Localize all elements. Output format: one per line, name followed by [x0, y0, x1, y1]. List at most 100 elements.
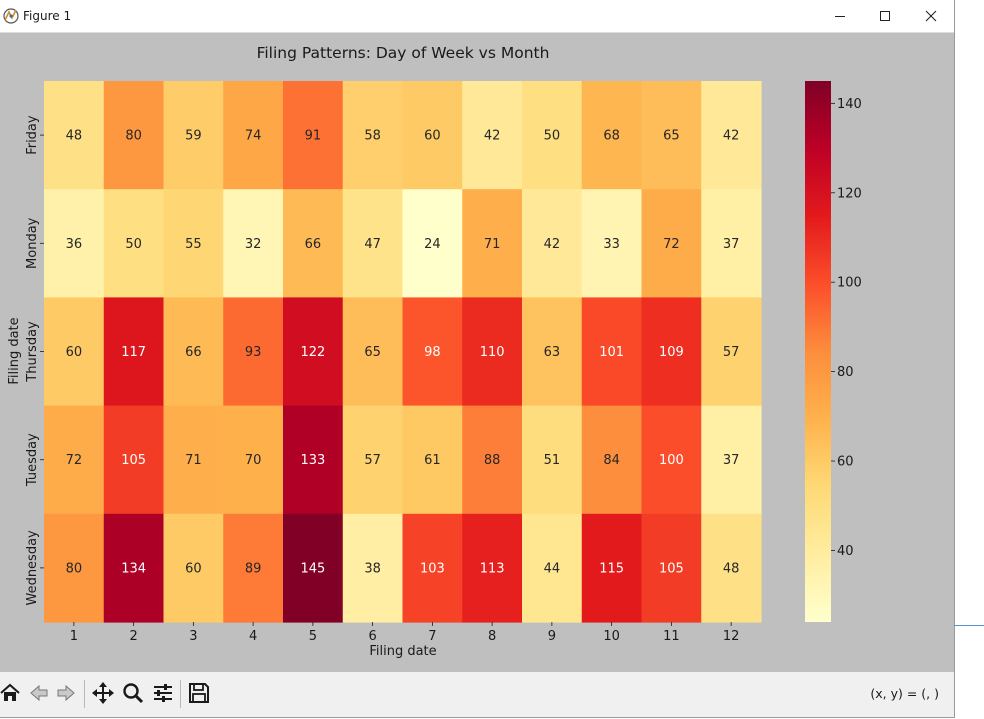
heatmap-cell: [402, 513, 463, 623]
heatmap-cell: [641, 405, 702, 515]
cell-value-label: 100: [659, 453, 684, 468]
cell-value-label: 48: [66, 129, 83, 144]
x-tick-label: 11: [663, 629, 680, 644]
zoom-button[interactable]: [120, 680, 146, 706]
cell-value-label: 65: [663, 129, 680, 144]
heatmap-cell: [342, 189, 404, 298]
heatmap-cell: [462, 297, 523, 407]
heatmap-cell: [44, 189, 105, 298]
cell-value-label: 55: [185, 237, 202, 252]
heatmap-cell: [641, 513, 702, 623]
cell-value-label: 88: [484, 453, 501, 468]
cell-value-label: 48: [723, 561, 740, 576]
cell-value-label: 84: [603, 453, 620, 468]
x-tick-label: 12: [723, 629, 740, 644]
cell-value-label: 71: [185, 453, 202, 468]
heatmap-cell: [223, 81, 284, 190]
navigation-toolbar: (x, y) = (, ): [0, 672, 954, 717]
heatmap-cell: [163, 81, 224, 190]
colorbar-tick-label: 120: [837, 186, 862, 201]
cell-value-label: 60: [424, 129, 441, 144]
cell-value-label: 105: [121, 453, 146, 468]
cell-value-label: 32: [245, 237, 262, 252]
cell-value-label: 93: [245, 345, 262, 360]
y-tick-label: Thursday: [25, 321, 40, 383]
heatmap-cell: [522, 513, 583, 623]
cell-value-label: 38: [364, 561, 381, 576]
heatmap-cell: [522, 297, 583, 407]
pan-button[interactable]: [90, 680, 116, 706]
cell-value-label: 105: [659, 561, 684, 576]
heatmap-cell: [342, 513, 404, 623]
colorbar-tick-label: 60: [837, 455, 854, 470]
cell-value-label: 37: [723, 237, 740, 252]
toolbar-separator: [84, 680, 85, 708]
cell-value-label: 47: [364, 237, 381, 252]
cell-value-label: 33: [603, 237, 620, 252]
cell-value-label: 42: [484, 129, 501, 144]
heatmap-cell: [701, 81, 762, 190]
heatmap-cell: [44, 81, 105, 190]
y-tick-label: Friday: [25, 115, 40, 155]
cell-value-label: 70: [245, 453, 262, 468]
cell-value-label: 61: [424, 453, 441, 468]
heatmap-cell: [701, 189, 762, 298]
close-button[interactable]: [908, 0, 954, 32]
cell-value-label: 51: [544, 453, 561, 468]
cell-value-label: 42: [544, 237, 561, 252]
heatmap-cell: [402, 189, 463, 298]
home-icon: [0, 683, 20, 701]
heatmap-cell: [641, 81, 702, 190]
x-tick-label: 9: [548, 629, 556, 644]
heatmap-cell: [701, 405, 762, 515]
heatmap-cell: [402, 405, 463, 515]
cell-value-label: 65: [364, 345, 381, 360]
x-tick-label: 1: [70, 629, 78, 644]
toolbar-separator: [180, 680, 181, 708]
heatmap-cell: [522, 189, 583, 298]
figure-canvas[interactable]: Filing Patterns: Day of Week vs Month 48…: [0, 33, 954, 672]
heatmap-cell: [103, 189, 165, 298]
cell-value-label: 91: [305, 129, 322, 144]
heatmap-cell: [283, 405, 344, 515]
heatmap-cell: [103, 405, 165, 515]
forward-button[interactable]: [53, 680, 79, 706]
colorbar: [805, 81, 831, 622]
cell-value-label: 74: [245, 129, 262, 144]
cell-value-label: 72: [66, 453, 83, 468]
y-axis-label: Filing date: [7, 317, 22, 384]
heatmap-cell: [223, 513, 284, 623]
heatmap-cell: [283, 513, 344, 623]
configure-subplots-button[interactable]: [150, 680, 176, 706]
back-button[interactable]: [26, 680, 52, 706]
heatmap-cell: [342, 297, 404, 407]
heatmap-cell: [163, 297, 224, 407]
cell-value-label: 80: [125, 129, 142, 144]
maximize-button[interactable]: [862, 0, 908, 32]
colorbar-tick-label: 100: [837, 276, 862, 291]
save-figure-button[interactable]: [186, 680, 212, 706]
cell-value-label: 117: [121, 345, 146, 360]
heatmap-cell: [103, 513, 165, 623]
home-button[interactable]: [0, 680, 23, 706]
heatmap-cell: [283, 189, 344, 298]
back-arrow-icon: [30, 684, 48, 702]
cell-value-label: 60: [185, 561, 202, 576]
heatmap-cell: [701, 297, 762, 407]
x-axis-label: Filing date: [369, 644, 436, 659]
cell-value-label: 115: [599, 561, 624, 576]
heatmap-cell: [701, 513, 762, 623]
forward-arrow-icon: [57, 684, 75, 702]
cell-value-label: 71: [484, 237, 501, 252]
heatmap-cell: [103, 297, 165, 407]
heatmap-cell: [641, 189, 702, 298]
cell-value-label: 122: [300, 345, 325, 360]
minimize-button[interactable]: [817, 0, 863, 32]
heatmap-cell: [462, 513, 523, 623]
heatmap-cell: [462, 405, 523, 515]
cell-value-label: 109: [659, 345, 684, 360]
cell-value-label: 50: [544, 129, 561, 144]
cell-value-label: 42: [723, 129, 740, 144]
cell-value-label: 134: [121, 561, 146, 576]
title-bar[interactable]: Figure 1: [0, 0, 954, 33]
